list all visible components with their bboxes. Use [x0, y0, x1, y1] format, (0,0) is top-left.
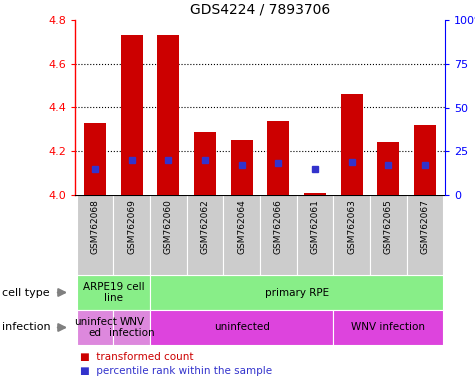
Bar [407, 195, 443, 275]
Text: GSM762067: GSM762067 [420, 199, 429, 254]
Text: primary RPE: primary RPE [265, 288, 329, 298]
Bar [370, 195, 407, 275]
Text: uninfected: uninfected [214, 323, 270, 333]
Bar [231, 140, 253, 195]
Title: GDS4224 / 7893706: GDS4224 / 7893706 [190, 2, 330, 16]
Bar [77, 275, 150, 310]
Text: GSM762065: GSM762065 [384, 199, 393, 254]
Bar [377, 142, 399, 195]
Text: ■  transformed count: ■ transformed count [80, 352, 193, 362]
Bar [150, 275, 443, 310]
Text: GSM762062: GSM762062 [200, 199, 209, 254]
Bar [260, 195, 296, 275]
Text: infection: infection [2, 323, 51, 333]
Bar [77, 310, 114, 345]
Bar [304, 193, 326, 195]
Text: GSM762066: GSM762066 [274, 199, 283, 254]
Text: ■  percentile rank within the sample: ■ percentile rank within the sample [80, 366, 272, 376]
Text: GSM762064: GSM762064 [237, 199, 246, 254]
Bar [150, 310, 333, 345]
Text: WNV infection: WNV infection [351, 323, 425, 333]
Bar [84, 123, 106, 195]
Text: GSM762068: GSM762068 [91, 199, 100, 254]
Text: GSM762069: GSM762069 [127, 199, 136, 254]
Bar [157, 35, 180, 195]
Bar [223, 195, 260, 275]
Text: cell type: cell type [2, 288, 49, 298]
Bar [414, 125, 436, 195]
Bar [121, 35, 143, 195]
Bar [267, 121, 289, 195]
Bar [296, 195, 333, 275]
Bar [77, 195, 114, 275]
Bar [333, 310, 443, 345]
Bar [333, 195, 370, 275]
Bar [114, 195, 150, 275]
Text: GSM762063: GSM762063 [347, 199, 356, 254]
Text: GSM762061: GSM762061 [311, 199, 320, 254]
Bar [150, 195, 187, 275]
Text: WNV
infection: WNV infection [109, 317, 154, 338]
Text: uninfect
ed: uninfect ed [74, 317, 116, 338]
Bar [187, 195, 223, 275]
Bar [194, 132, 216, 195]
Text: GSM762060: GSM762060 [164, 199, 173, 254]
Text: ARPE19 cell
line: ARPE19 cell line [83, 282, 144, 303]
Bar [341, 94, 362, 195]
Bar [114, 310, 150, 345]
